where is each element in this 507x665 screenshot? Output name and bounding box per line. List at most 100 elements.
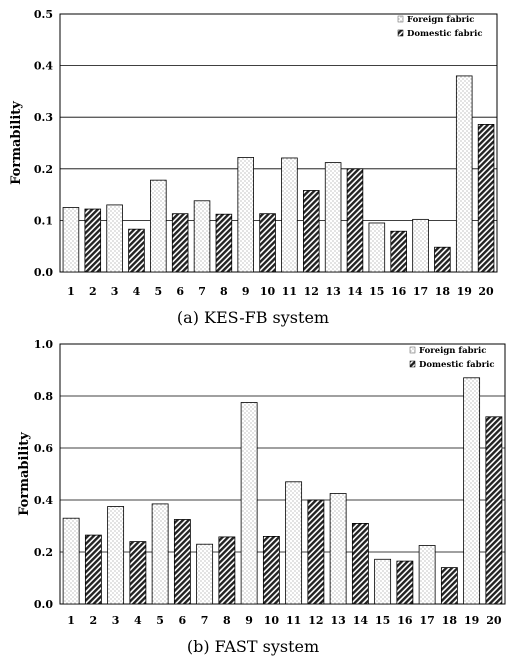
y-tick-label: 0.8: [34, 390, 53, 403]
chart-caption: (a) KES-FB system: [177, 308, 329, 327]
y-tick-label: 0.1: [34, 214, 53, 227]
y-tick-label: 0.0: [34, 266, 53, 279]
legend-label-domestic: Domestic fabric: [407, 29, 483, 39]
bar-domestic-14: [346, 168, 364, 273]
x-tick-label: 19: [464, 614, 479, 627]
x-tick-label: 7: [198, 285, 206, 298]
bar-foreign-3: [106, 204, 123, 273]
bar-domestic-18: [440, 567, 458, 605]
legend-swatch-foreign: [409, 346, 416, 354]
bar-foreign-3: [107, 506, 125, 605]
x-tick-labels: 1 2 3 4 5 6 7 8 9 10 11 12 13 14 15 16 17 18 19 20: [67, 285, 494, 298]
bar-domestic-18: [434, 246, 451, 273]
x-tick-label: 1: [67, 614, 75, 627]
bar-domestic-6: [173, 519, 191, 605]
x-tick-label: 8: [223, 614, 231, 627]
bar-foreign-13: [329, 493, 347, 605]
x-tick-label: 18: [442, 614, 458, 627]
y-tick-label: 0.0: [34, 598, 53, 611]
y-tick-label: 0.2: [34, 546, 53, 559]
legend-label-domestic: Domestic fabric: [419, 360, 495, 370]
bar-domestic-2: [84, 208, 102, 273]
bar-domestic-4: [128, 228, 145, 273]
y-axis-label: Formability: [9, 101, 24, 185]
x-tick-label: 5: [154, 285, 162, 298]
x-tick-label: 13: [330, 614, 345, 627]
x-tick-label: 1: [67, 285, 75, 298]
legend-label-foreign: Foreign fabric: [419, 346, 486, 356]
legend: Foreign fabric Domestic fabric: [397, 15, 483, 39]
plot-frame: [59, 343, 506, 605]
bar-domestic-8: [215, 213, 233, 273]
x-tick-label: 12: [308, 614, 323, 627]
x-tick-label: 8: [220, 285, 228, 298]
bar-domestic-4: [129, 541, 147, 605]
x-tick-label: 20: [486, 614, 502, 627]
bar-domestic-10: [262, 536, 280, 605]
bar-domestic-6: [171, 213, 189, 273]
grid-lines: [60, 395, 505, 553]
x-tick-label: 10: [264, 614, 280, 627]
bars: [62, 75, 495, 273]
x-tick-label: 18: [435, 285, 451, 298]
x-tick-label: 7: [201, 614, 209, 627]
x-tick-label: 17: [413, 285, 428, 298]
x-tick-label: 4: [133, 285, 141, 298]
x-tick-label: 20: [478, 285, 494, 298]
legend-swatch-foreign: [397, 15, 404, 23]
bar-foreign-1: [62, 207, 80, 273]
bar-foreign-9: [237, 157, 254, 273]
bar-domestic-2: [84, 534, 102, 605]
y-tick-label: 0.4: [34, 494, 53, 507]
bar-foreign-15: [368, 222, 386, 273]
y-axis-label: Formability: [17, 432, 32, 516]
x-tick-label: 2: [90, 614, 98, 627]
x-tick-label: 4: [134, 614, 142, 627]
x-tick-labels: 1 2 3 4 5 6 7 8 9 10 11 12 13 14 15 16 17 18 19 20: [67, 614, 502, 627]
x-tick-label: 2: [89, 285, 97, 298]
bar-foreign-11: [285, 481, 303, 605]
y-tick-label: 0.5: [34, 8, 53, 21]
chart-kes-fb: 0.00.10.20.30.40.5 1 2 3 4 5 6 7 8 9 10 11 12 13 14 15…: [9, 8, 498, 327]
x-tick-label: 19: [457, 285, 472, 298]
x-tick-label: 3: [111, 285, 119, 298]
chart-caption: (b) FAST system: [187, 637, 319, 656]
x-tick-label: 9: [242, 285, 250, 298]
y-tick-label: 0.3: [34, 111, 53, 124]
bar-domestic-8: [218, 536, 236, 605]
x-tick-label: 15: [375, 614, 390, 627]
x-tick-label: 16: [391, 285, 407, 298]
legend: Foreign fabric Domestic fabric: [409, 346, 495, 370]
x-tick-label: 3: [112, 614, 120, 627]
legend-swatch-domestic: [397, 29, 404, 37]
bar-foreign-7: [193, 200, 211, 273]
bar-domestic-20: [477, 124, 495, 273]
x-tick-label: 12: [304, 285, 319, 298]
x-tick-label: 6: [176, 285, 184, 298]
bar-foreign-7: [196, 543, 214, 605]
x-tick-label: 10: [260, 285, 276, 298]
x-tick-label: 13: [325, 285, 340, 298]
y-tick-label: 0.6: [34, 442, 53, 455]
bar-domestic-12: [307, 499, 325, 605]
y-tick-label: 0.2: [34, 163, 53, 176]
x-tick-label: 9: [245, 614, 253, 627]
legend-label-foreign: Foreign fabric: [407, 15, 474, 25]
x-tick-label: 5: [156, 614, 164, 627]
bar-domestic-16: [396, 560, 414, 605]
grid-lines: [60, 65, 497, 221]
legend-swatch-domestic: [409, 360, 416, 368]
x-tick-label: 11: [286, 614, 301, 627]
x-tick-label: 15: [369, 285, 384, 298]
bar-foreign-19: [463, 377, 481, 605]
y-tick-labels: 0.0 0.2 0.4 0.6 0.8 1.0: [34, 338, 53, 611]
bar-foreign-11: [281, 157, 298, 273]
y-tick-labels: 0.0 0.1 0.2 0.3 0.4 0.5: [34, 8, 53, 279]
bar-domestic-20: [485, 416, 503, 605]
x-tick-label: 14: [347, 285, 363, 298]
bar-foreign-1: [62, 517, 80, 605]
bar-foreign-5: [150, 179, 167, 273]
x-tick-label: 6: [179, 614, 187, 627]
bar-foreign-19: [455, 75, 473, 273]
